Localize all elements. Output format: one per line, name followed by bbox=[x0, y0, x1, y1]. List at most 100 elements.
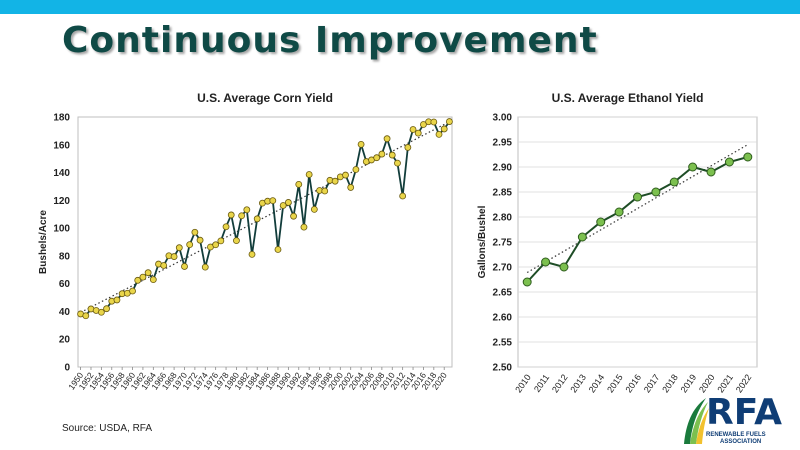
corn-data-point bbox=[331, 177, 339, 185]
corn-data-point bbox=[217, 237, 225, 245]
corn-data-point bbox=[269, 197, 277, 205]
corn-data-point bbox=[233, 237, 240, 245]
corn-data-point bbox=[446, 118, 453, 125]
ethanol-trendline bbox=[526, 144, 749, 274]
rfa-logo-subtitle-line1: RENEWABLE FUELS bbox=[706, 432, 766, 438]
corn-data-point bbox=[399, 192, 407, 200]
corn-data-point bbox=[160, 262, 168, 269]
corn-y-tick-label: 0 bbox=[64, 363, 70, 374]
ethanol-y-tick-label: 2.95 bbox=[493, 138, 513, 149]
ethanol-data-point bbox=[743, 152, 753, 162]
ethanol-x-tick-label: 2016 bbox=[623, 372, 643, 394]
corn-data-point bbox=[290, 212, 297, 220]
corn-data-point bbox=[97, 308, 105, 316]
corn-data-point bbox=[435, 130, 443, 138]
ethanol-data-point bbox=[706, 167, 716, 177]
corn-y-tick-label: 120 bbox=[53, 196, 70, 207]
ethanol-y-tick-label: 2.70 bbox=[493, 263, 513, 274]
corn-data-point bbox=[347, 184, 355, 191]
corn-data-point bbox=[279, 202, 287, 209]
corn-data-point bbox=[409, 126, 417, 133]
corn-y-axis-label: Bushels/Acre bbox=[38, 210, 49, 274]
ethanol-x-tick-label: 2013 bbox=[568, 372, 588, 394]
ethanol-data-point bbox=[633, 192, 642, 202]
corn-data-point bbox=[352, 166, 360, 173]
source-note: Source: USDA, RFA bbox=[62, 423, 153, 434]
corn-data-point bbox=[373, 154, 381, 162]
rfa-logo-subtitle-line2: ASSOCIATION bbox=[720, 439, 762, 445]
corn-chart-title: U.S. Average Corn Yield bbox=[197, 91, 333, 105]
corn-y-tick-label: 140 bbox=[53, 168, 70, 179]
corn-data-point bbox=[149, 276, 157, 284]
rfa-swoosh-icon bbox=[684, 398, 709, 444]
corn-data-point bbox=[305, 171, 313, 178]
ethanol-y-tick-label: 2.85 bbox=[493, 188, 513, 199]
corn-data-point bbox=[284, 199, 292, 206]
corn-data-point bbox=[388, 151, 396, 159]
rfa-logo-subtitle: RENEWABLE FUELS ASSOCIATION bbox=[706, 432, 796, 446]
ethanol-data-point bbox=[669, 177, 679, 187]
ethanol-x-tick-label: 2018 bbox=[660, 372, 680, 394]
ethanol-data-point bbox=[577, 232, 587, 242]
corn-data-point bbox=[113, 296, 121, 304]
corn-data-point bbox=[134, 276, 142, 284]
corn-data-point bbox=[227, 211, 235, 219]
corn-data-point bbox=[175, 244, 183, 252]
corn-data-point bbox=[310, 205, 318, 213]
ethanol-x-tick-label: 2012 bbox=[550, 372, 570, 394]
ethanol-series-line bbox=[526, 156, 749, 283]
corn-data-point bbox=[430, 118, 438, 126]
ethanol-data-point bbox=[522, 277, 532, 287]
corn-trendline bbox=[80, 121, 450, 314]
ethanol-y-tick-label: 2.55 bbox=[493, 338, 513, 349]
ethanol-x-tick-label: 2017 bbox=[642, 372, 662, 394]
ethanol-y-tick-label: 2.60 bbox=[493, 313, 513, 324]
ethanol-data-point bbox=[651, 187, 661, 197]
corn-plot-area bbox=[77, 116, 453, 368]
corn-data-point bbox=[440, 125, 448, 133]
corn-data-point bbox=[238, 212, 246, 220]
corn-data-point bbox=[212, 241, 220, 249]
corn-y-tick-label: 40 bbox=[59, 307, 71, 318]
top-accent-bar bbox=[0, 0, 800, 14]
ethanol-y-tick-label: 2.65 bbox=[493, 288, 513, 299]
corn-data-point bbox=[404, 144, 412, 151]
corn-data-point bbox=[420, 121, 427, 128]
rfa-logo-text: RFA bbox=[706, 392, 783, 433]
corn-data-point bbox=[295, 180, 303, 188]
ethanol-x-tick-label: 2011 bbox=[532, 372, 551, 394]
ethanol-data-point bbox=[541, 257, 551, 267]
corn-data-point bbox=[274, 246, 282, 253]
ethanol-y-tick-label: 2.90 bbox=[493, 163, 513, 174]
ethanol-y-axis-label: Gallons/Bushel bbox=[477, 205, 488, 278]
ethanol-data-point bbox=[596, 217, 606, 227]
corn-y-tick-label: 80 bbox=[59, 251, 71, 262]
ethanol-data-point bbox=[559, 262, 569, 272]
ethanol-x-tick-label: 2019 bbox=[679, 372, 699, 394]
corn-data-point bbox=[201, 263, 209, 271]
ethanol-data-point bbox=[724, 157, 734, 167]
corn-data-point bbox=[243, 206, 251, 214]
ethanol-x-tick-label: 2010 bbox=[513, 372, 533, 394]
corn-data-point bbox=[342, 171, 349, 179]
ethanol-y-tick-label: 2.50 bbox=[493, 363, 513, 374]
ethanol-data-point bbox=[688, 162, 698, 172]
slide-title: Continuous Improvement bbox=[62, 20, 598, 61]
ethanol-y-tick-label: 3.00 bbox=[493, 113, 513, 124]
corn-y-tick-label: 60 bbox=[59, 279, 71, 290]
corn-data-point bbox=[139, 273, 147, 281]
corn-data-point bbox=[300, 223, 308, 231]
ethanol-chart-title: U.S. Average Ethanol Yield bbox=[552, 91, 704, 105]
corn-y-tick-label: 20 bbox=[59, 335, 71, 346]
ethanol-x-tick-label: 2014 bbox=[587, 372, 607, 394]
corn-data-point bbox=[82, 312, 90, 320]
corn-data-point bbox=[414, 129, 422, 137]
corn-data-point bbox=[378, 150, 386, 158]
corn-data-point bbox=[170, 253, 178, 260]
corn-data-point bbox=[186, 241, 194, 249]
corn-data-point bbox=[394, 159, 401, 167]
corn-data-point bbox=[191, 228, 199, 236]
corn-y-tick-label: 100 bbox=[53, 224, 70, 235]
